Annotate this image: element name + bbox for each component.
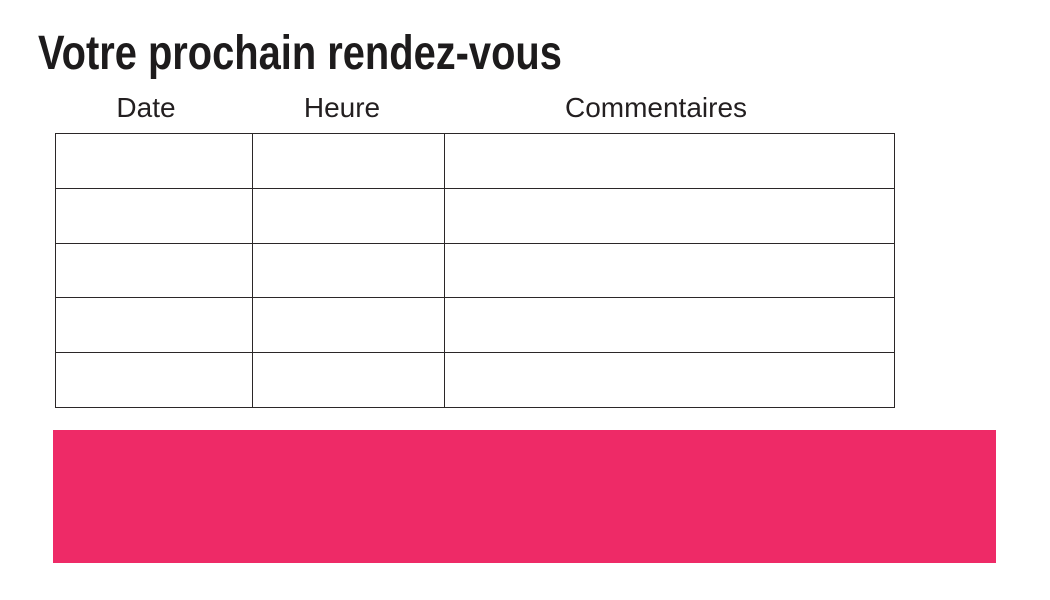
column-header-commentaires: Commentaires bbox=[564, 92, 748, 123]
table-cell bbox=[444, 133, 895, 189]
page-title: Votre prochain rendez-vous bbox=[38, 27, 562, 80]
table-cell bbox=[55, 187, 253, 244]
table-cell bbox=[252, 133, 445, 189]
table-cell bbox=[444, 187, 895, 244]
column-header-heure: Heure bbox=[303, 92, 381, 123]
accent-banner bbox=[53, 430, 996, 563]
table-row bbox=[55, 352, 895, 408]
column-header-date: Date bbox=[116, 92, 176, 123]
table-cell bbox=[444, 352, 895, 408]
appointments-table bbox=[55, 133, 895, 408]
table-cell bbox=[55, 242, 253, 299]
table-cell bbox=[444, 297, 895, 354]
table-cell bbox=[55, 352, 253, 408]
table-cell bbox=[444, 242, 895, 299]
table-cell bbox=[55, 297, 253, 354]
table-cell bbox=[252, 242, 445, 299]
table-cell bbox=[55, 133, 253, 189]
table-cell bbox=[252, 352, 445, 408]
table-row bbox=[55, 242, 895, 299]
table-row bbox=[55, 187, 895, 244]
table-row bbox=[55, 133, 895, 189]
table-cell bbox=[252, 297, 445, 354]
table-cell bbox=[252, 187, 445, 244]
table-row bbox=[55, 297, 895, 354]
